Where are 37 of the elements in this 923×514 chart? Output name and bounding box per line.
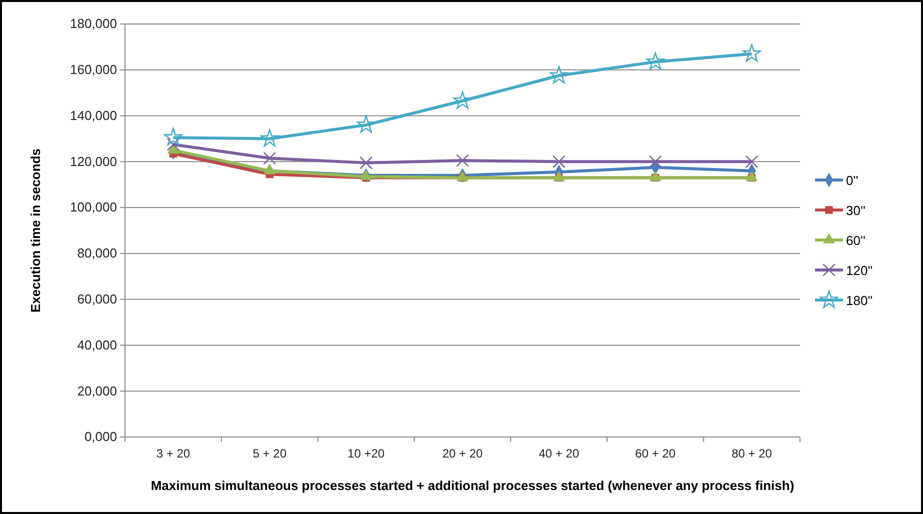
y-tick-label: 140,000 bbox=[70, 108, 117, 123]
y-tick-label: 160,000 bbox=[70, 62, 117, 78]
y-tick-label: 100,000 bbox=[70, 200, 117, 215]
x-tick-label: 20 + 20 bbox=[442, 446, 484, 461]
legend-label: 0'' bbox=[846, 173, 858, 188]
point bbox=[742, 44, 761, 62]
point bbox=[745, 155, 758, 168]
x-tick-label: 60 + 20 bbox=[635, 446, 676, 461]
y-tick-label: 40,000 bbox=[77, 337, 117, 352]
point bbox=[166, 138, 180, 151]
y-tick-label: 60,000 bbox=[77, 291, 117, 306]
y-tick-label: 120,000 bbox=[70, 154, 117, 169]
y-axis-title: Execution time in seconds bbox=[28, 148, 43, 312]
point bbox=[164, 128, 182, 146]
y-tick-label: 20,000 bbox=[77, 383, 117, 398]
point bbox=[550, 66, 568, 84]
x-tick-label: 40 + 20 bbox=[538, 446, 580, 461]
y-tick-label: 0,000 bbox=[84, 429, 117, 444]
y-tick-label: 180,000 bbox=[70, 16, 117, 32]
x-tick-label: 5 + 20 bbox=[252, 446, 287, 461]
point bbox=[263, 152, 276, 165]
legend-label: 120'' bbox=[846, 263, 873, 278]
point bbox=[356, 115, 376, 133]
x-tick-label: 10 +20 bbox=[348, 446, 385, 461]
point bbox=[360, 156, 373, 170]
legend-label: 30'' bbox=[846, 203, 866, 218]
point bbox=[646, 52, 665, 70]
point bbox=[552, 155, 566, 168]
legend-label: 180'' bbox=[846, 293, 873, 308]
y-tick-label: 80,000 bbox=[77, 246, 117, 261]
point bbox=[648, 155, 662, 168]
point bbox=[260, 129, 279, 147]
point bbox=[456, 154, 469, 167]
x-axis-title: Maximum simultaneous processes started + additional processes started (whenever any process finish) bbox=[150, 478, 794, 493]
legend-label: 60'' bbox=[846, 233, 866, 248]
x-tick-label: 3 + 20 bbox=[156, 446, 190, 461]
x-tick-label: 80 + 20 bbox=[732, 446, 772, 461]
